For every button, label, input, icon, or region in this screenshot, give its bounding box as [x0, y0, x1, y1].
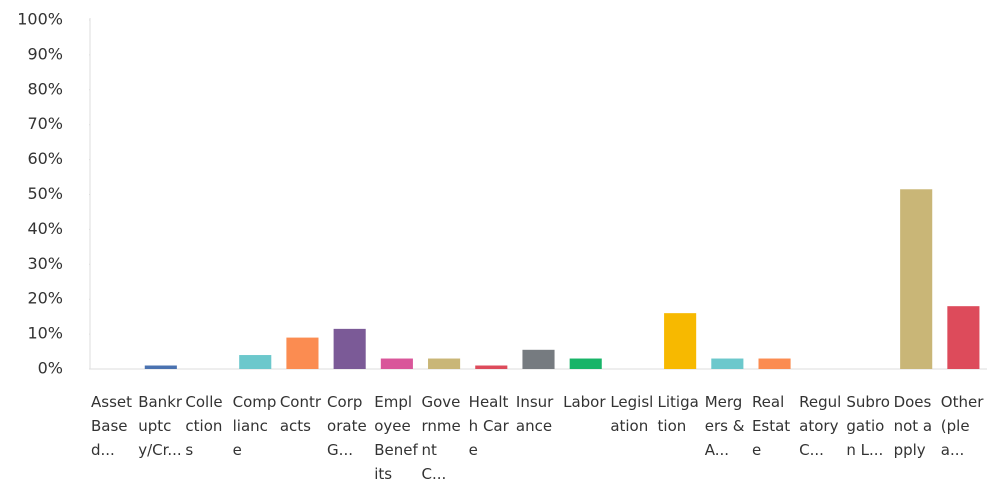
bar	[428, 358, 461, 369]
x-tick-label: Bankruptcy/Cr...	[138, 393, 183, 459]
x-tick-label: Compliance	[232, 393, 277, 459]
bar	[522, 349, 555, 369]
y-tick-label: 20%	[27, 289, 63, 308]
bar	[333, 328, 366, 369]
x-tick-label: Corporate G...	[327, 393, 367, 459]
x-tick-label: Employee Benefits	[374, 393, 418, 483]
bar	[711, 358, 744, 369]
x-tick-label: Subrogation L...	[846, 393, 890, 459]
bar	[380, 358, 413, 369]
bar	[900, 189, 933, 369]
x-tick-label: Other (plea...	[940, 393, 984, 459]
y-tick-label: 0%	[38, 359, 63, 378]
bar	[569, 358, 602, 369]
x-tick-label: Regulatory C...	[799, 393, 842, 459]
x-tick-label: Health Care	[468, 393, 509, 459]
bar	[239, 355, 272, 369]
x-tick-label: Real Estate	[751, 393, 791, 459]
x-tick-label: Insurance	[515, 393, 554, 435]
bar	[144, 365, 177, 369]
y-tick-label: 100%	[17, 10, 63, 29]
x-tick-label: Labor	[563, 393, 606, 411]
x-tick-label: Government C...	[421, 393, 461, 483]
x-tick-label: Does not apply	[893, 393, 933, 459]
bar	[947, 306, 980, 369]
bar	[475, 365, 508, 369]
y-tick-label: 70%	[27, 114, 63, 133]
x-tick-label: Asset Based...	[91, 393, 133, 459]
bar	[758, 358, 791, 369]
bar	[664, 313, 697, 369]
y-tick-label: 80%	[27, 79, 63, 98]
y-tick-label: 30%	[27, 254, 63, 273]
x-tick-label: Mergers & A...	[704, 393, 745, 459]
y-tick-label: 60%	[27, 149, 63, 168]
y-tick-label: 50%	[27, 184, 63, 203]
x-tick-label: Litigation	[657, 393, 699, 435]
x-tick-label: Legislation	[610, 393, 654, 435]
x-tick-label: Collections	[185, 393, 223, 459]
y-tick-label: 90%	[27, 44, 63, 63]
y-tick-label: 10%	[27, 324, 63, 343]
x-tick-label: Contracts	[279, 393, 322, 435]
y-tick-label: 40%	[27, 219, 63, 238]
bar	[286, 337, 319, 369]
